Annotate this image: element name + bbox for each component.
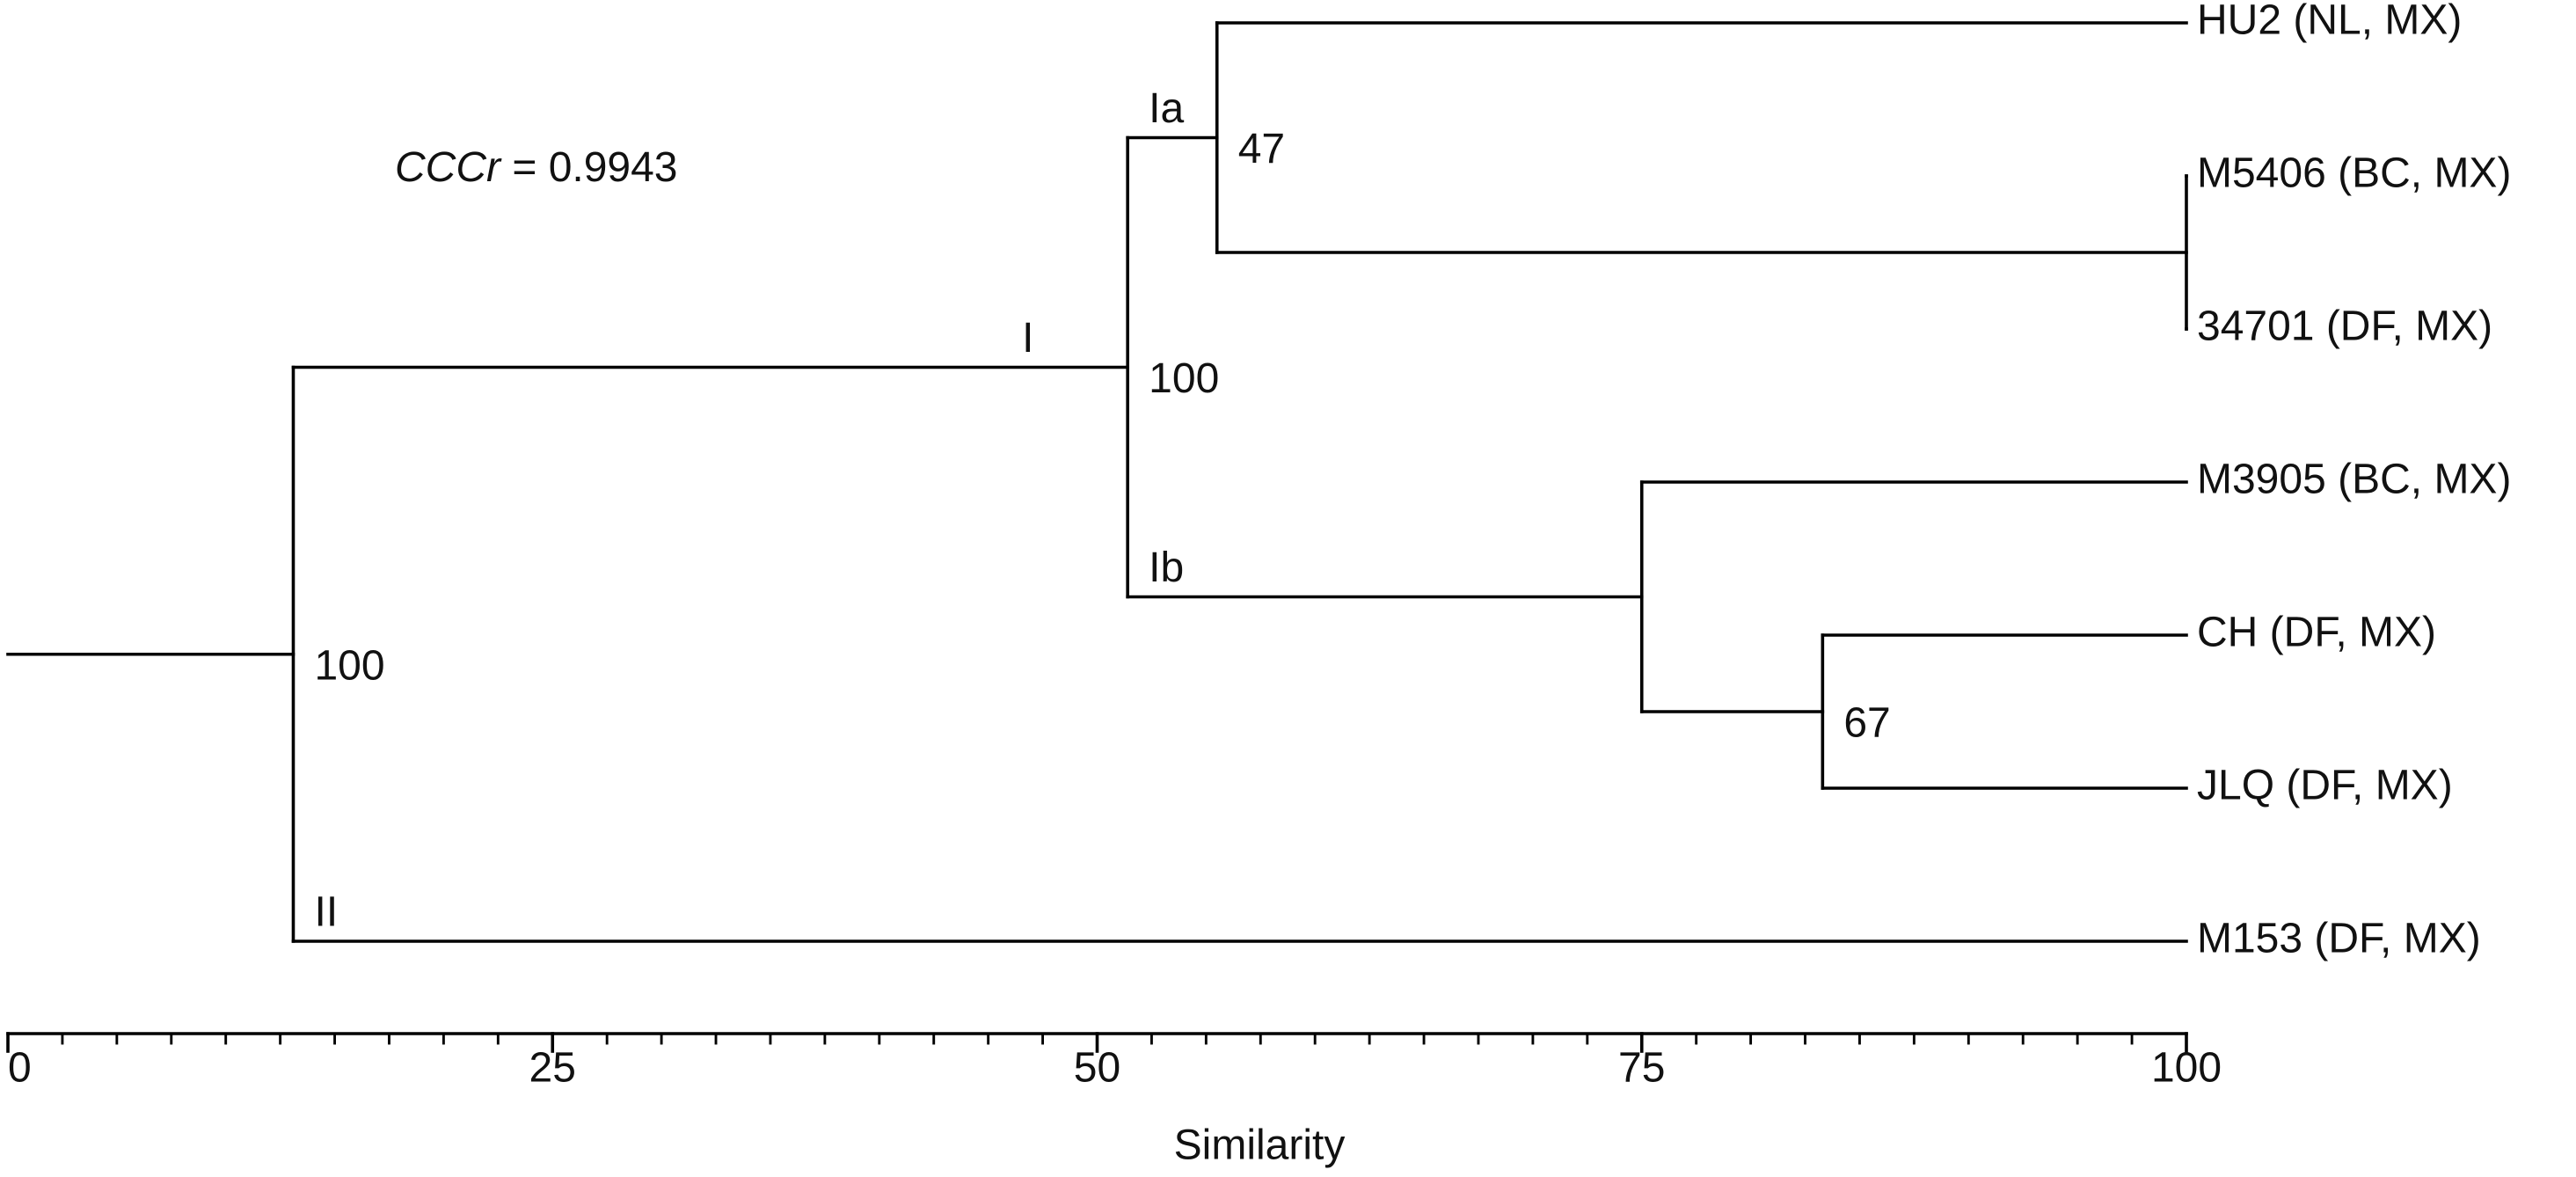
clade-label: Ib xyxy=(1149,545,1184,591)
leaf-label: M153 (DF, MX) xyxy=(2197,916,2481,962)
leaf-label: HU2 (NL, MX) xyxy=(2197,0,2462,44)
x-tick-label: 50 xyxy=(1074,1045,1120,1092)
x-tick-label: 25 xyxy=(529,1045,576,1092)
leaf-label: M5406 (BC, MX) xyxy=(2197,150,2511,197)
x-tick-label: 100 xyxy=(2151,1045,2222,1092)
annotation-symbol: CCCr xyxy=(395,144,502,191)
support-label: 67 xyxy=(1843,700,1890,747)
clade-label: I xyxy=(1022,315,1033,362)
x-axis-label: Similarity xyxy=(1174,1122,1346,1169)
support-label: 100 xyxy=(314,642,384,689)
leaf-label: M3905 (BC, MX) xyxy=(2197,457,2511,503)
leaf-label: CH (DF, MX) xyxy=(2197,610,2436,656)
leaf-label: JLQ (DF, MX) xyxy=(2197,763,2453,809)
x-tick-label: 75 xyxy=(1618,1045,1665,1092)
annotation: CCCr = 0.9943 xyxy=(395,144,678,191)
clade-label: Ia xyxy=(1149,85,1184,132)
support-label: 47 xyxy=(1238,126,1285,172)
clade-label: II xyxy=(314,889,338,936)
annotation-text: = 0.9943 xyxy=(500,144,678,191)
support-label: 100 xyxy=(1149,355,1219,402)
x-tick-label: 0 xyxy=(8,1045,32,1092)
leaf-label: 34701 (DF, MX) xyxy=(2197,303,2492,350)
